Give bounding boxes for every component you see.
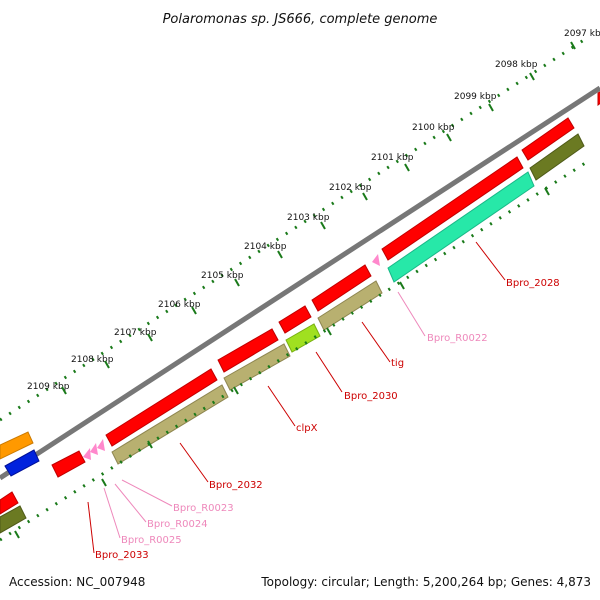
gene-label: Bpro_R0025	[121, 535, 182, 546]
leader-bpro-2030	[315, 351, 343, 393]
tick-label-2109: 2109 kbp	[27, 382, 70, 392]
gene-label: Bpro_R0023	[173, 503, 234, 514]
gene-box	[387, 171, 535, 283]
gene-label: Bpro_R0024	[147, 519, 208, 530]
scale-tick-labels: 2097 kbp 2098 kbp 2099 kbp 2100 kbp 2101…	[27, 29, 600, 392]
tick-mark	[101, 478, 107, 487]
rna-marker	[90, 443, 98, 455]
gene-label: clpX	[296, 423, 318, 434]
tick-mark	[544, 187, 550, 196]
gene-label: Bpro_R0022	[427, 333, 488, 344]
tick-mark	[362, 192, 368, 201]
tick-mark	[488, 103, 494, 112]
tick-label-2101: 2101 kbp	[371, 153, 414, 163]
accession-text: Accession: NC_007948	[9, 575, 145, 589]
gene-label: tig	[391, 358, 404, 369]
leader-bpro-2033	[87, 501, 95, 554]
gene-label: Bpro_2028	[506, 278, 560, 289]
reverse-strand-genes	[0, 133, 585, 534]
tick-mark	[529, 72, 535, 81]
gene-arrow	[0, 491, 19, 515]
tick-mark	[399, 281, 405, 290]
gene-arrow	[311, 264, 372, 312]
inner-scale-dots	[0, 158, 591, 542]
tick-mark	[147, 333, 153, 342]
gene-arrow	[4, 449, 40, 477]
tick-mark	[147, 440, 153, 449]
leader-bpro-r0025	[103, 487, 121, 539]
outer-tick-marks	[61, 41, 576, 395]
gene-box	[111, 384, 229, 465]
tick-label-2104: 2104 kbp	[244, 242, 287, 252]
tick-mark	[570, 41, 576, 50]
tick-mark	[320, 221, 326, 230]
tick-label-2102: 2102 kbp	[329, 183, 372, 193]
leader-tig	[361, 321, 391, 363]
gene-label: Bpro_2030	[344, 391, 398, 402]
inner-tick-marks	[14, 187, 550, 539]
tick-label-2100: 2100 kbp	[412, 123, 455, 133]
gene-labels: Bpro_2028 Bpro_R0022 tig Bpro_2030 clpX …	[95, 278, 560, 561]
gene-box	[529, 133, 585, 181]
gene-arrow	[381, 156, 524, 261]
rna-marker	[372, 254, 380, 266]
gene-arrow	[521, 117, 575, 161]
gene-box	[223, 343, 291, 391]
tick-mark	[61, 386, 67, 395]
gene-arrow	[217, 328, 279, 373]
tick-label-2097: 2097 kbp	[564, 29, 600, 39]
tick-label-2103: 2103 kbp	[287, 213, 330, 223]
leader-bpro-r0023	[121, 479, 173, 507]
tick-mark	[234, 278, 240, 287]
rna-marker	[83, 448, 91, 460]
tick-label-2108: 2108 kbp	[71, 355, 114, 365]
label-leaders	[87, 241, 506, 554]
tick-mark	[14, 530, 20, 539]
leader-bpro-2028	[475, 241, 506, 281]
tick-mark	[233, 386, 239, 395]
map-title: Polaromonas sp. JS666, complete genome	[163, 12, 438, 27]
genome-summary-text: Topology: circular; Length: 5,200,264 bp…	[260, 575, 591, 589]
genome-backbone	[0, 85, 600, 481]
tick-mark	[404, 163, 410, 172]
tick-mark	[446, 133, 452, 142]
tick-mark	[277, 250, 283, 259]
leader-bpro-2032	[179, 442, 209, 483]
tick-label-2098: 2098 kbp	[495, 60, 538, 70]
leader-bpro-r0024	[114, 483, 147, 523]
tick-label-2107: 2107 kbp	[114, 328, 157, 338]
gene-arrow	[51, 450, 86, 478]
gene-box	[285, 323, 321, 353]
forward-strand-genes	[0, 91, 600, 515]
gene-label: Bpro_2033	[95, 550, 149, 561]
tick-mark	[191, 306, 197, 315]
gene-label: Bpro_2032	[209, 480, 263, 491]
tick-mark	[326, 327, 332, 336]
rna-markers	[83, 254, 380, 460]
gene-box	[0, 505, 27, 534]
rna-marker	[97, 439, 105, 451]
tick-label-2106: 2106 kbp	[158, 300, 201, 310]
gene-box	[317, 280, 383, 331]
tick-label-2099: 2099 kbp	[454, 92, 497, 102]
gene-arrow	[278, 305, 312, 334]
leader-bpro-r0022	[397, 291, 426, 337]
gene-arrow	[105, 368, 218, 447]
leader-clpx	[267, 385, 296, 427]
gene-arrow	[0, 431, 34, 460]
tick-label-2105: 2105 kbp	[201, 271, 244, 281]
tick-mark	[104, 360, 110, 369]
